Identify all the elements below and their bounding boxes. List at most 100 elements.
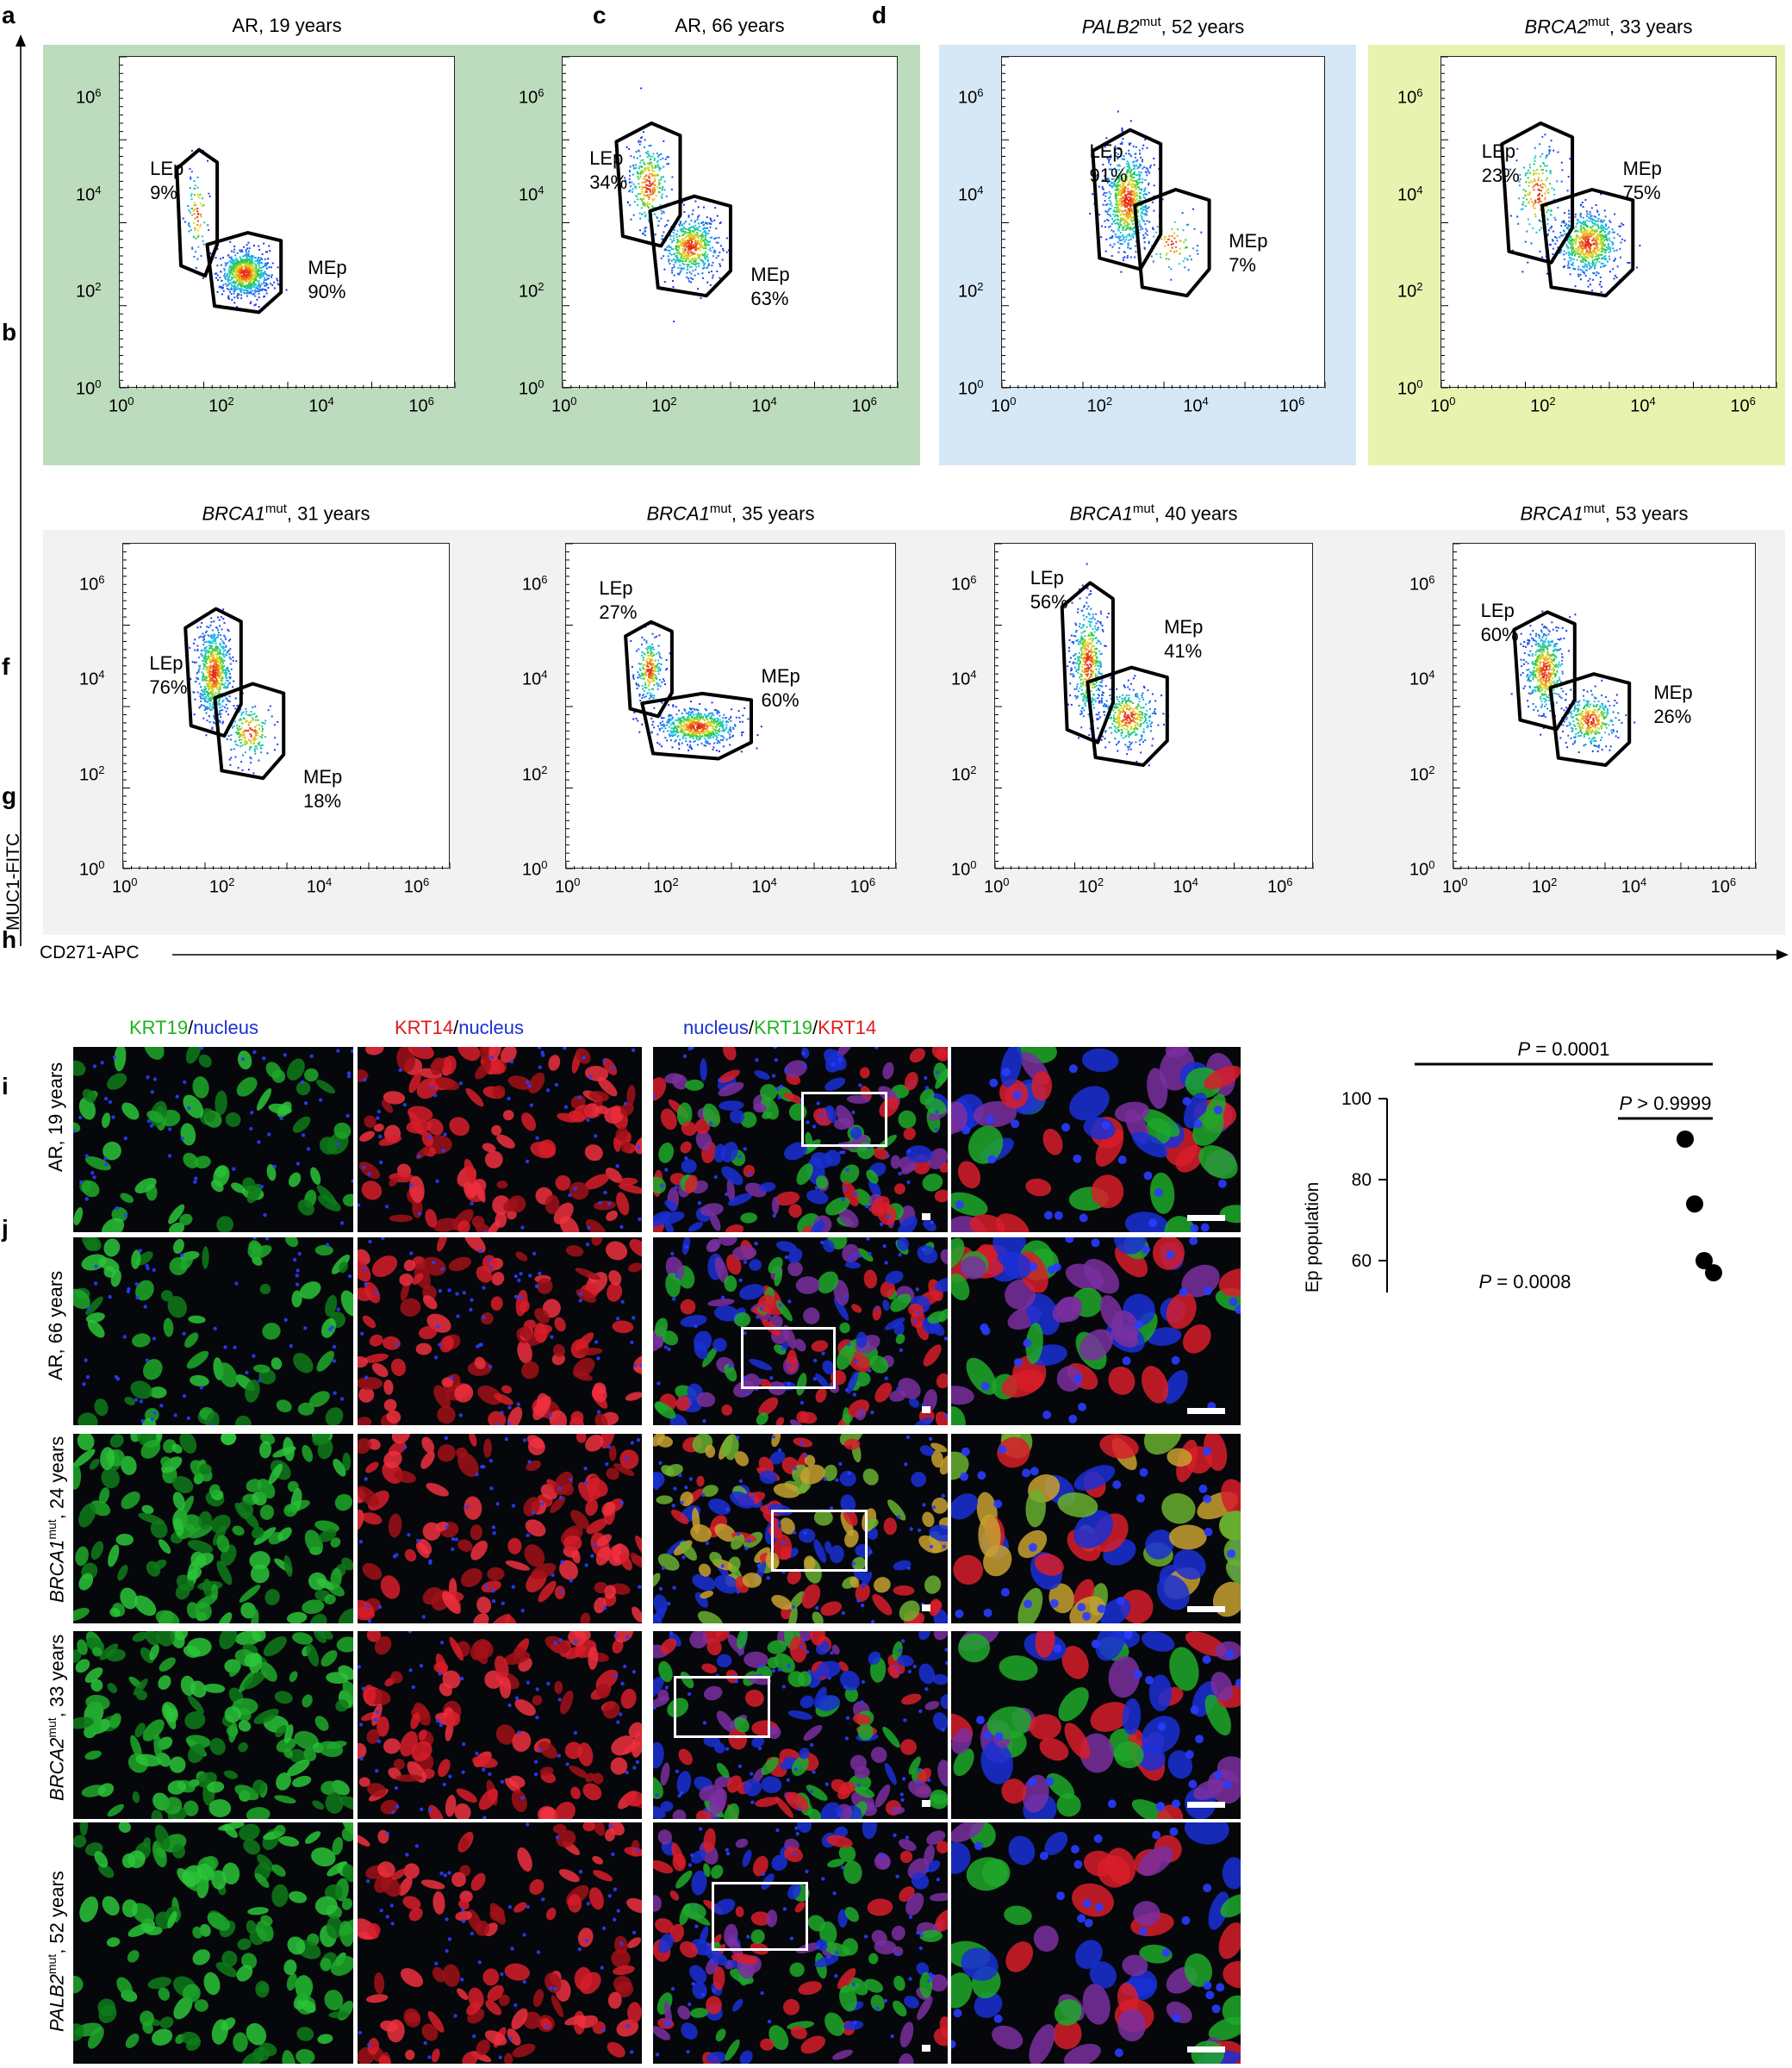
title-text: AR, 19 years: [232, 15, 342, 36]
title-text: AR, 19 years: [45, 1062, 66, 1172]
plot-title-brca1_53: BRCA1mut, 53 years: [1418, 501, 1790, 525]
lep-label: LEp: [1089, 140, 1123, 163]
plot-title-brca1_40: BRCA1mut, 40 years: [960, 501, 1347, 525]
mep-percentage: 63%: [750, 287, 789, 309]
micro-image-h-krt14: [358, 1434, 642, 1623]
micro-image-j-merge: [653, 1822, 948, 2064]
micro-image-i-krt14: [358, 1631, 642, 1819]
mutation-superscript: mut: [264, 501, 287, 516]
y-tick-label: 106: [951, 572, 977, 595]
y-tick-label: 104: [519, 183, 544, 205]
scale-bar: [1187, 2046, 1225, 2052]
title-text: , 35 years: [731, 502, 815, 525]
y-tick-label: 104: [958, 183, 984, 205]
data-point: [1705, 1264, 1722, 1282]
title-text: AR, 66 years: [45, 1270, 66, 1380]
lep-percentage: 91%: [1089, 165, 1128, 187]
plot-title-ar19: AR, 19 years: [84, 15, 489, 37]
panel-letter-j: j: [2, 1215, 9, 1242]
inset-box-f: [801, 1092, 887, 1147]
lep-percentage: 56%: [1030, 591, 1068, 614]
y-tick-label: 100: [519, 377, 544, 399]
x-tick-label: 106: [408, 395, 434, 416]
mep-percentage: 7%: [1229, 254, 1256, 277]
x-tick-label: 100: [112, 875, 138, 897]
scale-bar: [1187, 1215, 1225, 1221]
micro-image-h-zoom: [951, 1434, 1241, 1623]
micro-image-i-krt19: [73, 1631, 353, 1819]
mep-gate-label: MEp 60%: [762, 664, 800, 713]
y-tick-label: 102: [522, 763, 548, 785]
micro-image-f-merge: [653, 1047, 948, 1232]
x-tick-label: 106: [1279, 395, 1305, 416]
micro-image-h-merge: [653, 1434, 948, 1623]
y-tick-label: 80: [1352, 1170, 1372, 1190]
micro-image-j-zoom: [951, 1822, 1241, 2064]
header-part: nucleus: [458, 1017, 525, 1038]
lep-gate: [175, 147, 220, 278]
micro-image-g-zoom: [951, 1237, 1241, 1425]
panel-letter-a: a: [2, 2, 16, 28]
header-part: /: [812, 1017, 818, 1038]
x-tick-label: 104: [306, 875, 333, 897]
x-tick-label: 102: [208, 875, 235, 897]
plot-title-brca1_35: BRCA1mut, 35 years: [531, 501, 930, 525]
micro-image-g-krt19: [73, 1237, 353, 1425]
lep-label: LEp: [1480, 600, 1515, 622]
x-tick-label: 104: [751, 875, 777, 897]
x-tick-label: 102: [651, 395, 677, 416]
y-tick-label: 104: [79, 668, 105, 689]
micro-image-g-merge: [653, 1237, 948, 1425]
mep-label: MEp: [1622, 157, 1662, 179]
y-tick-label: 102: [958, 280, 984, 302]
y-tick-label: 106: [1397, 85, 1423, 108]
lep-percentage: 9%: [150, 181, 177, 203]
header-part: /: [748, 1017, 754, 1038]
lep-gate: [1512, 610, 1577, 732]
y-tick-label: 102: [1397, 280, 1423, 302]
lep-gate: [184, 607, 243, 738]
row-label-j: PALB2mut, 52 years: [45, 1871, 68, 2032]
mutation-superscript: mut: [45, 1717, 59, 1738]
mep-gate: [205, 231, 283, 315]
micro-image-j-krt19: [73, 1822, 353, 2064]
mep-gate-label: MEp 7%: [1229, 229, 1267, 277]
x-tick-label: 104: [1630, 395, 1656, 416]
lep-label: LEp: [599, 576, 633, 599]
lep-gate-label: LEp 76%: [149, 651, 187, 700]
lep-gate-label: LEp 23%: [1482, 140, 1520, 188]
column-header-1: KRT19/nucleus: [129, 1017, 258, 1039]
title-text: , 33 years: [46, 1634, 68, 1718]
data-point: [1677, 1131, 1694, 1148]
mep-percentage: 75%: [1622, 181, 1661, 203]
mep-gate-label: MEp 90%: [308, 256, 346, 304]
gene-name: BRCA1: [202, 502, 265, 525]
y-tick-label: 102: [519, 280, 544, 302]
flow-plot-canvas: [995, 544, 1314, 869]
y-tick-label: 100: [79, 858, 105, 880]
flow-plot-canvas: [563, 57, 899, 389]
row-label-h: BRCA1mut, 24 years: [45, 1436, 68, 1603]
mutation-superscript: mut: [1587, 15, 1609, 29]
chart-y-label: Percentage of LEp population: [1303, 1182, 1322, 1292]
header-part: /: [453, 1017, 459, 1038]
x-tick-label: 106: [849, 875, 876, 897]
mep-label: MEp: [761, 664, 800, 687]
lep-gate: [1060, 581, 1115, 744]
y-tick-label: 60: [1352, 1251, 1372, 1271]
row-label-g: AR, 66 years: [45, 1271, 67, 1380]
lep-gate-label: LEp 56%: [1030, 566, 1068, 614]
x-tick-label: 104: [751, 395, 777, 416]
x-tick-label: 102: [208, 395, 234, 416]
flow-plot-ar19: LEp 9% MEp 90%: [119, 56, 456, 389]
data-point: [1686, 1195, 1703, 1213]
y-tick-label: 106: [76, 85, 102, 108]
y-tick-label: 102: [1409, 763, 1435, 785]
mep-gate: [640, 691, 753, 761]
gene-name: BRCA1: [1520, 502, 1584, 525]
mep-gate: [648, 194, 732, 298]
micro-image-h-krt19: [73, 1434, 353, 1623]
x-tick-label: 102: [1530, 395, 1556, 416]
flow-plot-brca1_31: LEp 76% MEp 18%: [122, 543, 451, 869]
lep-percentage: 76%: [149, 676, 188, 698]
